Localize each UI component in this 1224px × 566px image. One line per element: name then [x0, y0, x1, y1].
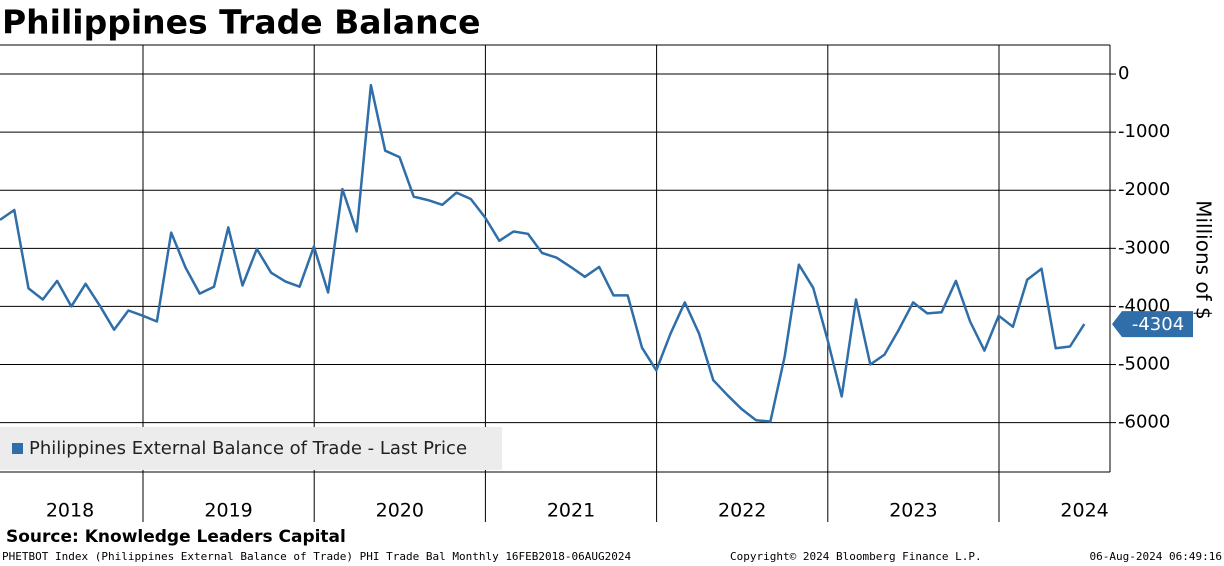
x-tick-label: 2019 — [204, 500, 252, 522]
footer-left: PHETBOT Index (Philippines External Bala… — [2, 550, 632, 563]
x-tick-label: 2020 — [376, 500, 424, 522]
footer-center: Copyright© 2024 Bloomberg Finance L.P. — [730, 550, 982, 563]
y-tick-label: -2000 — [1118, 179, 1170, 200]
x-tick-label: 2023 — [889, 500, 937, 522]
series-line — [0, 83, 1086, 423]
y-tick-label: -3000 — [1118, 237, 1170, 258]
legend-box — [0, 427, 502, 470]
y-tick-label: 0 — [1118, 63, 1129, 84]
last-value-label: -4304 — [1132, 314, 1184, 335]
legend-swatch — [12, 443, 23, 454]
footer-right: 06-Aug-2024 06:49:16 — [1090, 550, 1222, 563]
y-tick-label: -1000 — [1118, 121, 1170, 142]
last-value-tag — [1112, 311, 1193, 338]
chart-title: Philippines Trade Balance — [2, 3, 481, 42]
x-tick-label: 2022 — [718, 500, 766, 522]
y-tick-label: -6000 — [1118, 412, 1170, 433]
y-tick-label: -5000 — [1118, 354, 1170, 375]
x-tick-label: 2021 — [547, 500, 595, 522]
legend-label: Philippines External Balance of Trade - … — [29, 438, 467, 459]
y-axis-label: Millions of $ — [1192, 200, 1216, 320]
x-tick-label: 2024 — [1060, 500, 1108, 522]
x-tick-label: 2018 — [46, 500, 94, 522]
source: Source: Knowledge Leaders Capital — [6, 527, 346, 547]
